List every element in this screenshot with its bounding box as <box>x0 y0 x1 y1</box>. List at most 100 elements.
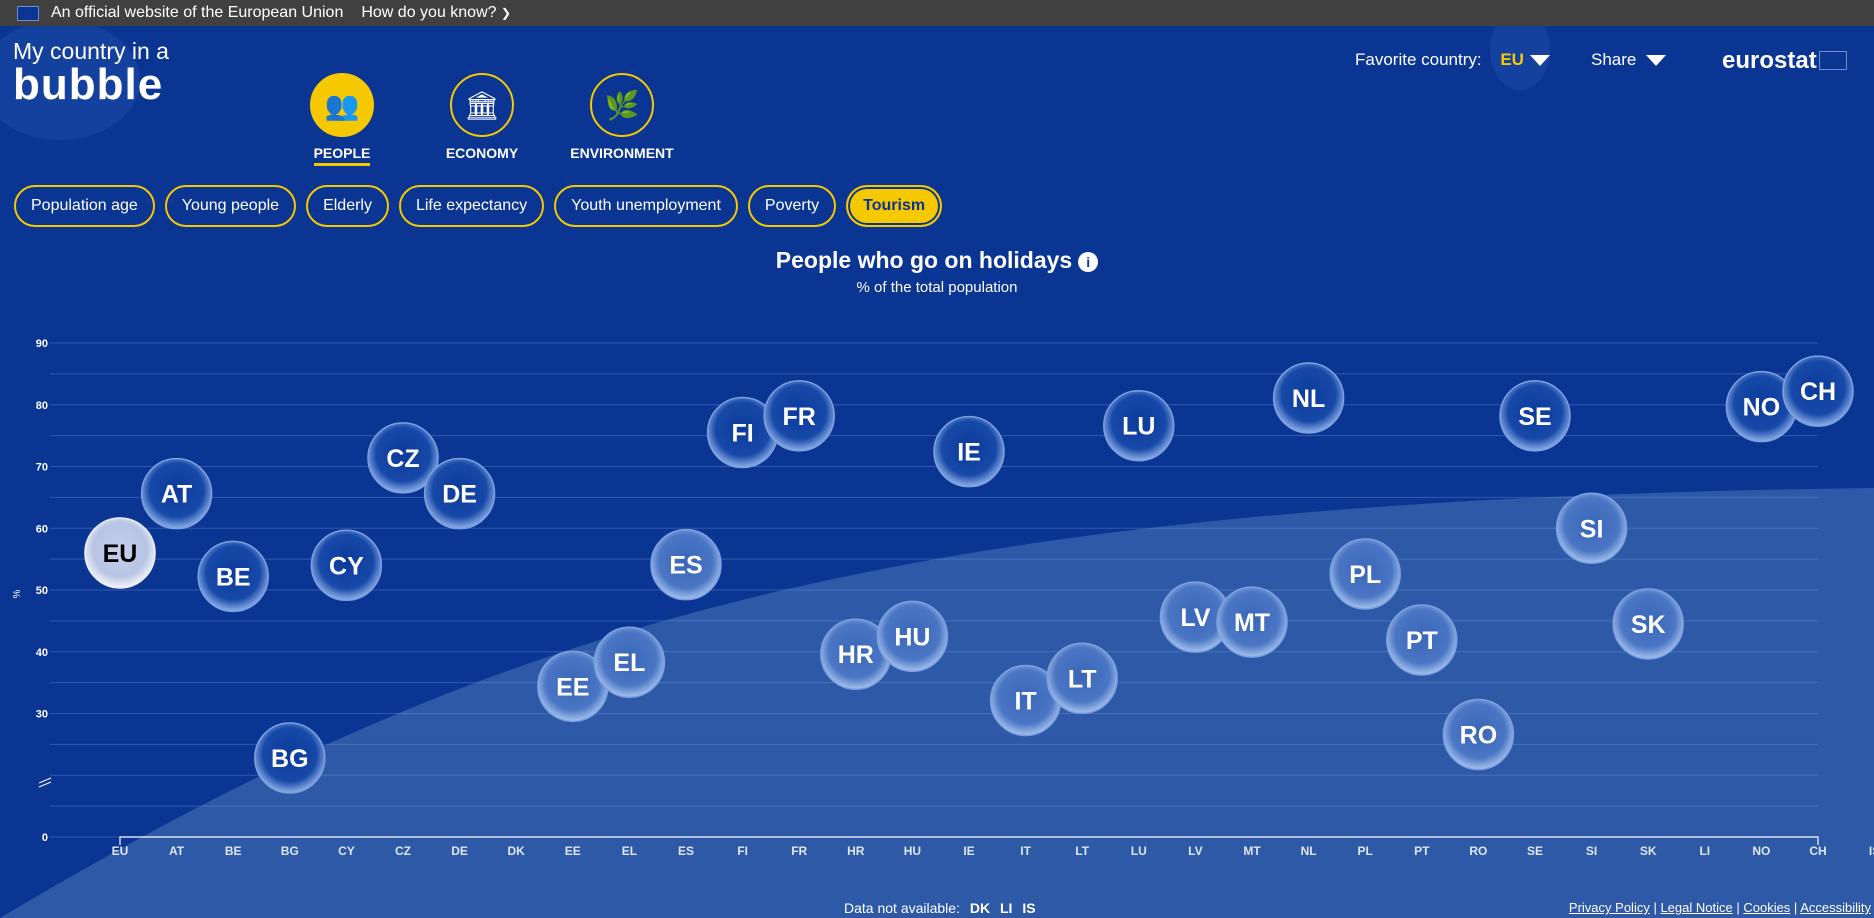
x-tick-label: EU <box>112 844 129 858</box>
bubble-at[interactable]: AT <box>140 457 213 530</box>
tab-poverty[interactable]: Poverty <box>747 185 837 227</box>
favorite-country-select[interactable]: Favorite country: EU <box>1355 50 1550 70</box>
x-tick-label: EL <box>622 844 637 858</box>
bubble-pl[interactable]: PL <box>1329 538 1401 610</box>
eu-flag-icon <box>17 5 39 21</box>
tab-elderly[interactable]: Elderly <box>306 185 389 227</box>
bubble-label: SI <box>1580 515 1604 543</box>
category-label: ECONOMY <box>445 145 519 161</box>
tab-tourism[interactable]: Tourism <box>846 185 943 227</box>
x-tick-label: MT <box>1243 844 1261 858</box>
bubble-ch[interactable]: CH <box>1782 355 1854 427</box>
leaf-icon: 🌿 <box>590 73 654 137</box>
category-economy[interactable]: 🏛 ECONOMY <box>422 73 542 163</box>
bubble-label: ES <box>669 552 702 580</box>
chart-title: People who go on holidays <box>775 247 1073 273</box>
topic-tabs: Population age Young people Elderly Life… <box>14 185 943 227</box>
share-label: Share <box>1591 50 1637 69</box>
bubble-si[interactable]: SI <box>1555 492 1628 564</box>
y-tick-label: 30 <box>36 709 48 721</box>
bubble-label: RO <box>1460 721 1498 749</box>
info-icon[interactable]: i <box>1078 251 1099 272</box>
bubble-mt[interactable]: MT <box>1216 586 1288 658</box>
bubble-cy[interactable]: CY <box>310 529 383 602</box>
app-logo[interactable]: My country in a bubble <box>13 40 169 107</box>
bubble-sk[interactable]: SK <box>1612 588 1684 660</box>
x-tick-label: LI <box>1699 844 1710 858</box>
eu-official-bar: An official website of the European Unio… <box>0 0 1874 26</box>
bubble-se[interactable]: SE <box>1499 380 1571 452</box>
bubble-de[interactable]: DE <box>423 457 496 530</box>
bubble-es[interactable]: ES <box>650 528 722 601</box>
y-axis-label: % <box>12 589 23 598</box>
cookies-link[interactable]: Cookies <box>1743 900 1791 915</box>
x-tick-label: IT <box>1020 844 1031 858</box>
bubble-label: SE <box>1518 403 1551 431</box>
tab-life-expectancy[interactable]: Life expectancy <box>398 185 545 227</box>
bubble-circle <box>197 540 269 613</box>
share-button[interactable]: Share <box>1591 50 1667 70</box>
chart-title-wrap: People who go on holidays i <box>0 247 1874 274</box>
bubble-lt[interactable]: LT <box>1046 642 1118 715</box>
bubble-circle <box>933 415 1005 488</box>
bubble-ie[interactable]: IE <box>933 415 1005 488</box>
bubble-label: CZ <box>386 445 419 473</box>
bubble-lu[interactable]: LU <box>1103 389 1175 462</box>
axis-break-icon <box>38 777 52 788</box>
bubble-label: BE <box>216 563 251 591</box>
chart-subtitle: % of the total population <box>856 279 1018 296</box>
x-tick-label: PT <box>1414 844 1430 858</box>
bubble-circle <box>593 626 666 698</box>
accessibility-link[interactable]: Accessibility <box>1800 900 1871 915</box>
favorite-value: EU <box>1500 50 1524 69</box>
x-tick-label: BE <box>225 844 242 858</box>
bubble-no[interactable]: NO <box>1725 370 1798 443</box>
footer-links: Privacy Policy | Legal Notice | Cookies … <box>1568 900 1871 915</box>
bubble-nl[interactable]: NL <box>1272 362 1345 434</box>
bubble-circle <box>763 380 835 452</box>
privacy-policy-link[interactable]: Privacy Policy <box>1568 900 1650 915</box>
how-do-you-know-toggle[interactable]: How do you know? ❯ <box>361 4 511 22</box>
bubble-be[interactable]: BE <box>197 540 269 613</box>
tab-young-people[interactable]: Young people <box>164 185 297 227</box>
x-tick-label: CY <box>338 844 355 858</box>
bubble-fr[interactable]: FR <box>763 380 835 452</box>
tab-population-age[interactable]: Population age <box>14 185 155 227</box>
x-tick-label: CZ <box>395 844 411 858</box>
y-tick-label: 70 <box>36 462 48 474</box>
chevron-down-icon: ❯ <box>500 6 512 20</box>
bubble-label: IE <box>957 439 981 467</box>
x-tick-label: FI <box>737 844 748 858</box>
tab-youth-unemployment[interactable]: Youth unemployment <box>554 185 738 227</box>
people-icon: 👥 <box>310 73 374 137</box>
legal-notice-link[interactable]: Legal Notice <box>1660 900 1733 915</box>
bubble-ro[interactable]: RO <box>1442 698 1515 771</box>
x-tick-label: LV <box>1188 844 1202 858</box>
bubble-lv[interactable]: LV <box>1159 581 1232 653</box>
x-tick-label: EE <box>565 844 581 858</box>
bubble-circle <box>1442 698 1515 771</box>
category-environment[interactable]: 🌿 ENVIRONMENT <box>562 73 682 163</box>
bubble-bg[interactable]: BG <box>254 722 326 794</box>
bubble-label: SK <box>1631 611 1666 639</box>
bubble-hr[interactable]: HR <box>820 618 892 690</box>
bubble-circle <box>876 600 949 673</box>
bubble-label: EU <box>103 540 138 568</box>
y-tick-label: 60 <box>36 523 48 535</box>
bubble-el[interactable]: EL <box>593 626 666 698</box>
x-tick-label: RO <box>1469 844 1487 858</box>
y-tick-label: 0 <box>42 832 48 844</box>
bubble-label: LU <box>1122 413 1155 441</box>
bubble-label: DE <box>442 481 477 509</box>
na-country: IS <box>1022 900 1036 916</box>
bubble-it[interactable]: IT <box>989 664 1062 737</box>
bubble-pt[interactable]: PT <box>1386 604 1458 676</box>
category-people[interactable]: 👥 PEOPLE <box>282 73 402 166</box>
bubble-label: PT <box>1406 627 1438 655</box>
eurostat-logo[interactable]: eurostat <box>1722 46 1847 75</box>
bubble-cz[interactable]: CZ <box>367 422 439 494</box>
x-tick-label: PL <box>1358 844 1373 858</box>
bubble-eu[interactable]: EU <box>84 517 156 589</box>
bubble-hu[interactable]: HU <box>876 600 949 673</box>
bubble-label: HR <box>838 641 874 669</box>
